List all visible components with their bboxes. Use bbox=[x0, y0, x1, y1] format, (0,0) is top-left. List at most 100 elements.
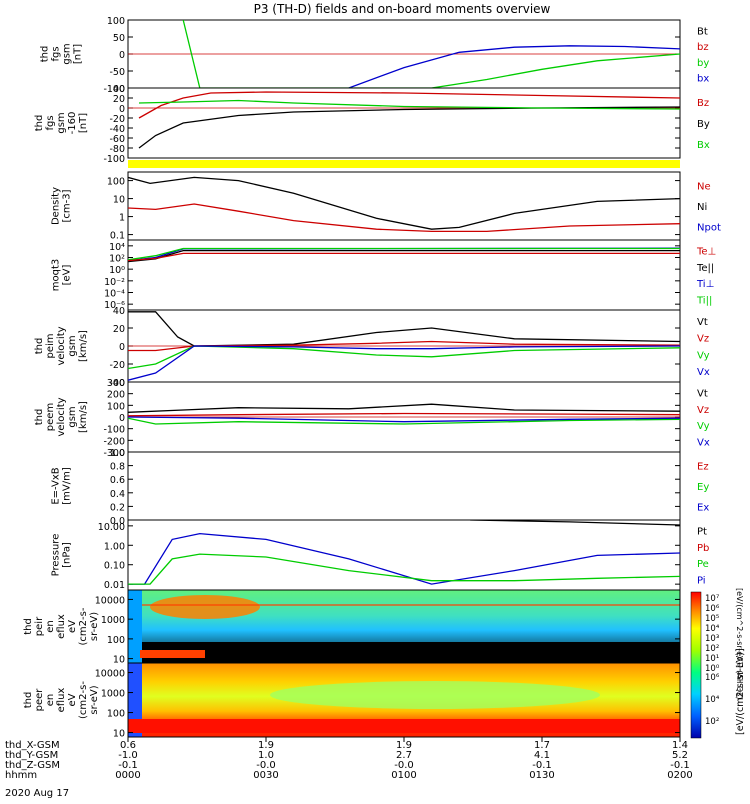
fgs_gse-ylabel-line: [nT] bbox=[78, 113, 89, 133]
xaxis-row-label: thd_Y-GSM bbox=[5, 750, 58, 761]
temperature-ylabel-line: moqt3 bbox=[51, 259, 62, 292]
xaxis-tick-hhmm: 0030 bbox=[253, 770, 278, 781]
temperature-series-Te⊥ bbox=[128, 252, 680, 262]
efield-legend-Ez: Ez bbox=[697, 461, 709, 472]
fgs_gse-ytick-label: -80 bbox=[109, 144, 125, 155]
efield-ylabel: E=-VxB [mV/m] bbox=[51, 467, 73, 505]
peem_velocity-ytick-label: 0 bbox=[119, 413, 125, 424]
xaxis-tick-X: 1.7 bbox=[534, 740, 550, 751]
fgs_gsm-ytick-label: 50 bbox=[113, 33, 125, 44]
density-series-Ne bbox=[128, 203, 680, 233]
peim_velocity-series-Vt bbox=[128, 311, 680, 347]
temperature-legend-Ti||: Ti|| bbox=[696, 295, 712, 306]
temperature-legend-Ti⊥: Ti⊥ bbox=[696, 279, 714, 290]
density-ytick-label: 1 bbox=[119, 213, 125, 224]
xaxis-tick-Y: 1.0 bbox=[258, 750, 274, 761]
pressure-legend-Pe: Pe bbox=[697, 559, 709, 570]
temperature-frame bbox=[127, 239, 681, 311]
pressure-ylabel-line: [nPa] bbox=[62, 542, 73, 568]
peem_velocity-legend-Vz: Vz bbox=[697, 405, 709, 416]
peer_spec-ytick-label: 10 bbox=[113, 729, 125, 740]
xaxis-tick-Y: -1.0 bbox=[118, 750, 138, 761]
temperature-ytick-label: 10⁰ bbox=[109, 265, 125, 276]
fgs_gse-ytick-label: -60 bbox=[109, 134, 125, 145]
fgs_gse-ytick-label: -40 bbox=[109, 124, 125, 135]
panel-density: 100 10 1 0.1 Density [cm-3] Ne Ni Npot bbox=[51, 171, 721, 242]
peir_spec-ylabel-line: sr-eV) bbox=[89, 612, 100, 641]
peim_velocity-ytick-label: 0 bbox=[119, 342, 125, 353]
peer_spec-ylabel-line: en bbox=[45, 694, 56, 707]
peir_spec-ytick-label: 10 bbox=[113, 655, 125, 666]
temperature-legend-Te||: Te|| bbox=[696, 263, 714, 274]
colorbar-tick-top: 10⁶ bbox=[705, 604, 720, 614]
xaxis-row-label: thd_X-GSM bbox=[5, 740, 60, 751]
xaxis-tick-X: 1.9 bbox=[396, 740, 412, 751]
peir_spec-ylabel-line: peir bbox=[34, 616, 45, 636]
peir_spec-ytick-label: 100 bbox=[107, 635, 125, 646]
fgs_gsm-legend-bx: bx bbox=[697, 74, 709, 85]
peem_velocity-ylabel-line: velocity bbox=[56, 397, 67, 436]
panel-efield: 1.0 0.8 0.6 0.4 0.2 0.0 E=-VxB [mV/m] Ez Ey Ex bbox=[51, 448, 710, 527]
fgs_gsm-ytick-label: 0 bbox=[119, 50, 125, 61]
peem_velocity-ylabel: thd peem velocity gsm [km/s] bbox=[34, 397, 89, 436]
xaxis-tick-hhmm: 0130 bbox=[529, 770, 554, 781]
xaxis-tick-hhmm: 0000 bbox=[115, 770, 140, 781]
efield-ytick-label: 0.0 bbox=[110, 516, 125, 527]
peir_spec-high-energy-band bbox=[142, 604, 680, 606]
xaxis-tick-hhmm: 0200 bbox=[667, 770, 692, 781]
efield-ytick-label: 1.0 bbox=[110, 448, 125, 459]
peer_spec-ylabel-line: thd bbox=[23, 692, 34, 709]
peim_velocity-ytick-label: -40 bbox=[109, 378, 125, 389]
pressure-ytick-label: 10.00 bbox=[98, 522, 125, 533]
colorbar-tick-bottom: 10² bbox=[705, 717, 719, 727]
peir_spec-ytick-label: 10000 bbox=[95, 595, 125, 606]
colorbar-tick-top: 10⁴ bbox=[705, 624, 720, 634]
fgs_gsm-ylabel-line: gsm bbox=[62, 43, 73, 64]
temperature-ytick-label: 10⁴ bbox=[109, 242, 125, 253]
peim_velocity-ylabel-line: [km/s] bbox=[78, 330, 89, 362]
xaxis-tick-X: 1.4 bbox=[672, 740, 688, 751]
pressure-ylabel-line: Pressure bbox=[51, 534, 62, 577]
panel-pressure: 10.00 1.00 0.10 0.01 Pressure [nPa] Pt Pb Pe Pi bbox=[51, 519, 709, 591]
pressure-ytick-label: 1.00 bbox=[104, 541, 125, 552]
temperature-ytick-label: 10⁻² bbox=[104, 277, 125, 288]
peim_velocity-series-Vy bbox=[128, 345, 680, 370]
efield-legend-Ex: Ex bbox=[697, 503, 709, 514]
fgs_gsm-ytick-label: -50 bbox=[109, 67, 125, 78]
panel-peir_spec: 10000 1000 100 10 thd peir en eflux eV (cm2-s-sr-… bbox=[23, 589, 681, 666]
peer_spec-ylabel-line: eV bbox=[67, 693, 78, 706]
xaxis-tick-hhmm: 0100 bbox=[391, 770, 416, 781]
peer_spec-ytick-label: 100 bbox=[107, 709, 125, 720]
peer_spec-ylabel-line: sr-eV) bbox=[89, 685, 100, 714]
density-ytick-label: 100 bbox=[107, 177, 125, 188]
peem_velocity-ytick-label: 300 bbox=[107, 378, 125, 389]
fgs_gse-ylabel: thd fgs gsm -160 [nT] bbox=[34, 112, 89, 135]
peim_velocity-series-Vz bbox=[128, 340, 680, 352]
efield-frame bbox=[127, 451, 681, 521]
fgs_gse-ylabel-line: gsm bbox=[56, 112, 67, 133]
fgs_gse-legend-Bz: Bz bbox=[697, 98, 709, 109]
density-frame bbox=[127, 171, 681, 241]
xaxis-tick-Z: -0.0 bbox=[394, 760, 414, 771]
xaxis-tick-Y: 2.7 bbox=[396, 750, 412, 761]
peer_spec-ylabel-line: peer bbox=[34, 688, 45, 712]
xaxis-tick-X: 1.9 bbox=[258, 740, 274, 751]
date-label: 2020 Aug 17 bbox=[5, 788, 69, 799]
colorbar-tick-top: 10⁵ bbox=[705, 614, 719, 624]
peir_spec-ylabel-line: thd bbox=[23, 618, 34, 635]
pressure-ylabel: Pressure [nPa] bbox=[51, 534, 73, 577]
peer_spec-low-energy-band bbox=[128, 719, 680, 733]
density-ytick-label: 0.1 bbox=[110, 231, 125, 242]
density-legend-Ne: Ne bbox=[697, 181, 711, 192]
fgs_gse-series-Bz bbox=[138, 91, 680, 119]
colorbar-top-label-group: [eV/(cm^2-s-sr-eV)] (All Qs) bbox=[735, 588, 744, 699]
peim_velocity-ytick-label: 20 bbox=[113, 324, 125, 335]
colorbar-tick-top: 10⁷ bbox=[705, 594, 720, 604]
fgs_gsm-series-bx bbox=[348, 45, 680, 88]
panel-peer_spec: 10000 1000 100 10 thd peer en eflux eV (cm2-s-sr-… bbox=[23, 662, 681, 740]
temperature-ytick-label: 10² bbox=[109, 254, 125, 265]
density-ytick-label: 10 bbox=[113, 195, 125, 206]
efield-ytick-label: 0.6 bbox=[110, 475, 125, 486]
